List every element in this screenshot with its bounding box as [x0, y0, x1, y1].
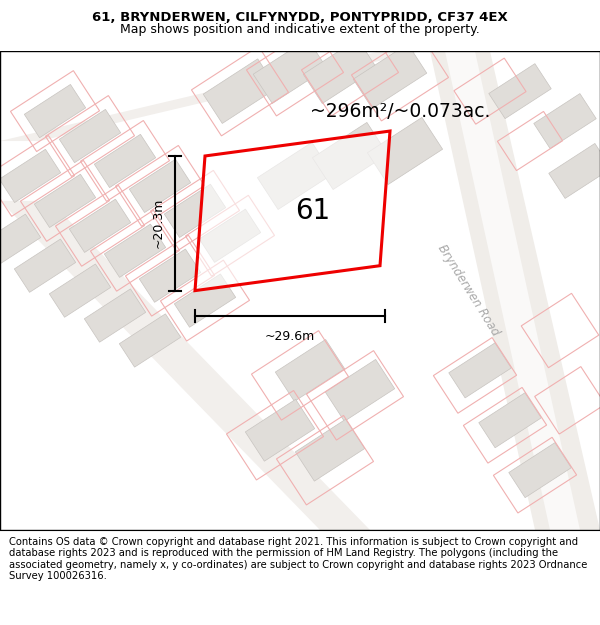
Polygon shape	[164, 184, 226, 238]
Text: Brynderwen Road: Brynderwen Road	[434, 242, 502, 339]
Polygon shape	[313, 122, 388, 189]
Polygon shape	[257, 142, 332, 209]
Polygon shape	[0, 51, 420, 141]
Polygon shape	[534, 94, 596, 149]
Polygon shape	[449, 343, 511, 398]
Polygon shape	[0, 214, 41, 268]
Polygon shape	[59, 109, 121, 162]
Polygon shape	[253, 39, 327, 104]
Polygon shape	[479, 392, 541, 448]
Polygon shape	[367, 118, 443, 184]
Polygon shape	[175, 274, 236, 328]
Polygon shape	[509, 442, 571, 498]
Polygon shape	[303, 39, 377, 104]
Polygon shape	[0, 201, 370, 530]
Polygon shape	[245, 399, 314, 461]
Polygon shape	[549, 144, 600, 198]
Polygon shape	[445, 51, 580, 530]
Polygon shape	[353, 44, 427, 109]
Polygon shape	[94, 134, 155, 188]
Polygon shape	[25, 84, 86, 138]
Polygon shape	[295, 419, 365, 481]
Text: ~29.6m: ~29.6m	[265, 329, 315, 342]
Polygon shape	[14, 239, 76, 292]
Polygon shape	[275, 339, 344, 401]
Polygon shape	[489, 64, 551, 119]
Polygon shape	[70, 199, 131, 252]
Text: Contains OS data © Crown copyright and database right 2021. This information is : Contains OS data © Crown copyright and d…	[9, 537, 587, 581]
Polygon shape	[34, 174, 95, 228]
Polygon shape	[0, 149, 61, 202]
Text: 61, BRYNDERWEN, CILFYNYDD, PONTYPRIDD, CF37 4EX: 61, BRYNDERWEN, CILFYNYDD, PONTYPRIDD, C…	[92, 11, 508, 24]
Polygon shape	[130, 159, 191, 212]
Polygon shape	[325, 359, 395, 421]
Polygon shape	[203, 59, 277, 124]
Polygon shape	[430, 51, 600, 530]
Polygon shape	[104, 224, 166, 278]
Polygon shape	[199, 209, 260, 262]
Text: ~20.3m: ~20.3m	[152, 198, 165, 249]
Text: 61: 61	[295, 197, 330, 225]
Polygon shape	[119, 314, 181, 367]
Polygon shape	[139, 249, 200, 302]
Text: ~296m²/~0.073ac.: ~296m²/~0.073ac.	[310, 102, 490, 121]
Text: Map shows position and indicative extent of the property.: Map shows position and indicative extent…	[120, 23, 480, 36]
Polygon shape	[195, 131, 390, 291]
Polygon shape	[85, 289, 146, 342]
Polygon shape	[49, 264, 110, 318]
